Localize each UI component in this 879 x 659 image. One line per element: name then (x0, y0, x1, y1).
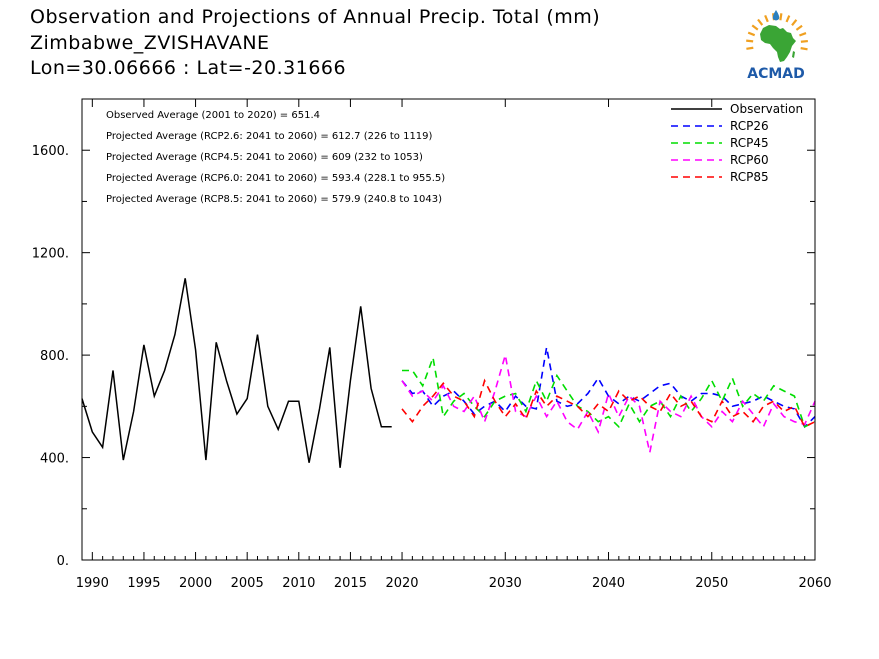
plot-frame (81, 98, 816, 561)
annotation-line: Projected Average (RCP8.5: 2041 to 2060)… (106, 194, 442, 205)
series-layer (81, 278, 816, 468)
x-tick-label: 2000 (179, 576, 212, 591)
sun-ray (799, 32, 807, 37)
x-tick-label: 2015 (334, 576, 367, 591)
x-tick-label: 2010 (282, 576, 315, 591)
series-line-rcp45 (402, 354, 816, 429)
x-tick-label: 1990 (76, 576, 109, 591)
x-tick-label: 2020 (385, 576, 418, 591)
legend-label: RCP85 (730, 170, 769, 184)
x-tick-label: 2060 (798, 576, 831, 591)
y-tick-label: 800. (40, 349, 69, 364)
sun-ray (746, 39, 754, 43)
annotation-block: Observed Average (2001 to 2020) = 651.4 P… (106, 110, 445, 205)
legend-label: RCP45 (730, 136, 769, 150)
x-tick-label: 2040 (592, 576, 625, 591)
sun-ray (779, 13, 783, 21)
series-line-observation (81, 278, 392, 468)
sun-ray (757, 18, 764, 26)
y-tick-label: 0. (57, 554, 69, 569)
sun-ray (785, 15, 791, 23)
annotation-line: Observed Average (2001 to 2020) = 651.4 (106, 110, 320, 121)
madagascar-icon (792, 51, 795, 58)
sun-ray (764, 14, 769, 23)
y-tick-label: 400. (40, 452, 69, 467)
series-line-rcp26 (401, 347, 816, 429)
acmad-logo-text: ACMAD (747, 66, 805, 82)
series-line-rcp60 (401, 354, 816, 453)
series-line-rcp85 (401, 378, 816, 428)
sun-ray (791, 19, 798, 26)
y-tick-label: 1600. (32, 144, 69, 159)
x-tick-label: 2030 (489, 576, 522, 591)
sun-ray (795, 24, 803, 31)
legend-label: Observation (730, 102, 803, 116)
sun-ray (747, 31, 756, 37)
legend-label: RCP26 (730, 119, 769, 133)
sun-ray (800, 47, 808, 51)
africa-map-icon (760, 25, 796, 62)
station-coordinates: Lon=30.06666 : Lat=-20.31666 (30, 57, 347, 79)
x-tick-label: 2050 (695, 576, 728, 591)
chart-title: Observation and Projections of Annual Pr… (30, 6, 601, 28)
sun-ray (746, 46, 754, 50)
sun-ray (800, 39, 808, 43)
x-tick-label: 2005 (231, 576, 264, 591)
acmad-logo: ACMAD (736, 8, 818, 84)
station-name: Zimbabwe_ZVISHAVANE (30, 32, 270, 54)
x-tick-label: 1995 (127, 576, 160, 591)
y-tick-label: 1200. (32, 247, 69, 262)
sun-ray (751, 24, 759, 31)
legend: Observation RCP26 RCP45 RCP60 RCP85 (671, 102, 803, 184)
sun-rays-icon (746, 13, 808, 51)
legend-label: RCP60 (730, 153, 769, 167)
water-drop-icon (772, 10, 780, 21)
annotation-line: Projected Average (RCP2.6: 2041 to 2060)… (106, 131, 433, 142)
acmad-africa-logo-icon: ACMAD (746, 10, 808, 82)
axis-ticks: 1990 1995 2000 2005 2010 2015 2020 2030 2040 2050… (32, 98, 832, 591)
annotation-line: Projected Average (RCP6.0: 2041 to 2060)… (106, 173, 445, 184)
annotation-line: Projected Average (RCP4.5: 2041 to 2060)… (106, 152, 423, 163)
